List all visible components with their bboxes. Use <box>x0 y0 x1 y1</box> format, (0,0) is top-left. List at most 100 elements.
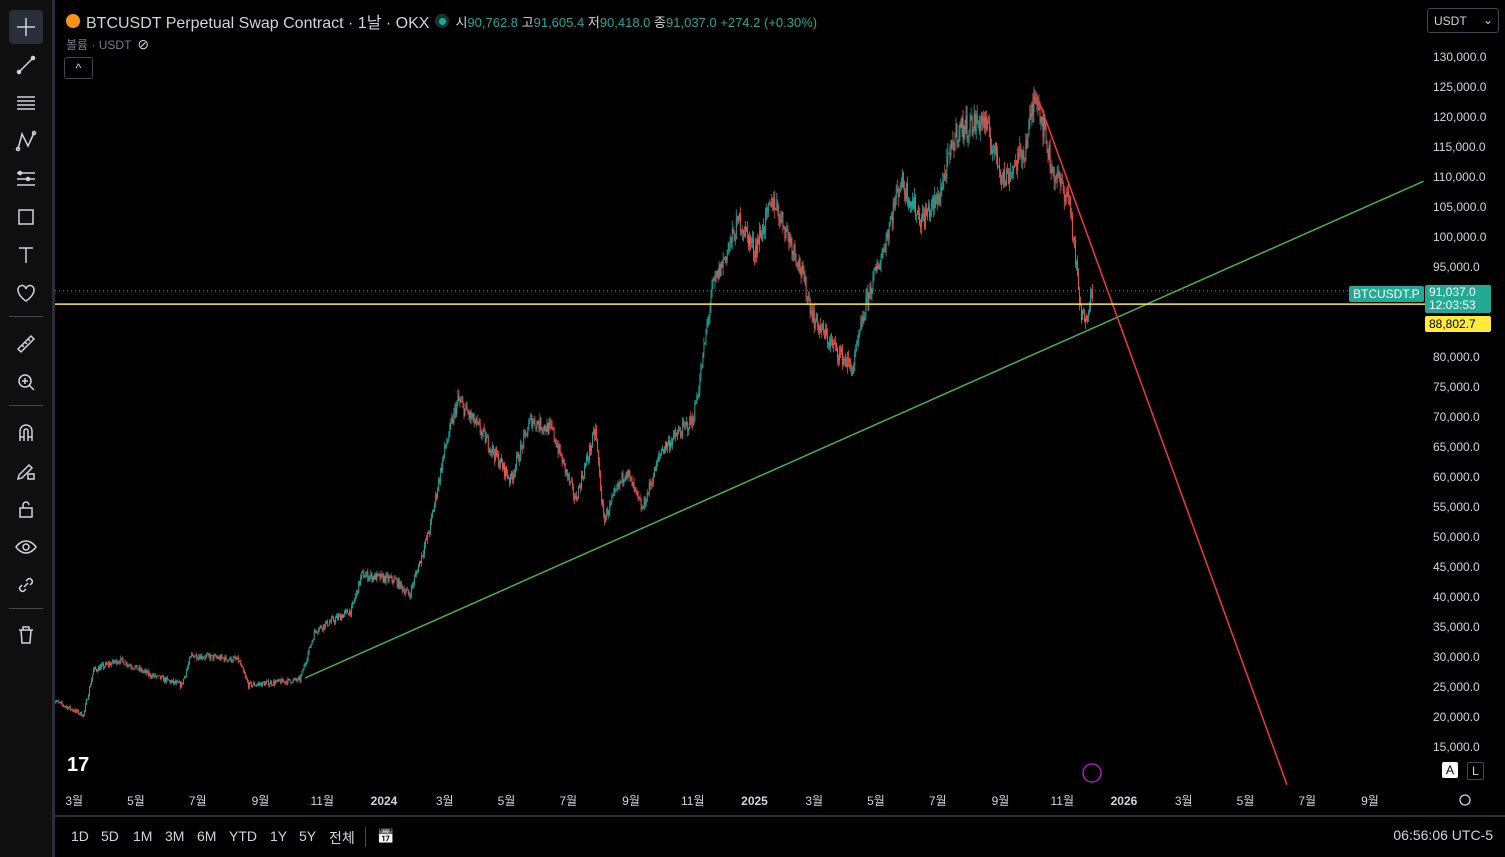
candle-body <box>1086 318 1088 322</box>
range-button-1Y[interactable]: 1Y <box>270 828 288 844</box>
fib-tool-button[interactable] <box>9 86 43 120</box>
candle-body <box>857 340 859 342</box>
go-to-date-calendar-icon[interactable]: 📅 <box>377 828 395 844</box>
range-button-1M[interactable]: 1M <box>133 828 153 844</box>
pattern-tool-button[interactable] <box>9 124 43 158</box>
timezone-clock[interactable]: 06:56:06 UTC-5 <box>1393 827 1493 843</box>
candle-body <box>964 126 966 130</box>
candle-body <box>659 453 661 456</box>
candle-body <box>1060 177 1062 185</box>
range-button-5Y[interactable]: 5Y <box>299 828 317 844</box>
volume-legend: 볼륨 · USDT ⊘ <box>66 36 149 53</box>
candle-body <box>422 555 423 557</box>
zoom-in-tool-button[interactable] <box>9 365 43 399</box>
candle-body <box>325 620 327 624</box>
candle-body <box>57 700 59 702</box>
candle-body <box>418 565 419 573</box>
trash-tool-button[interactable] <box>9 618 43 652</box>
candle-body <box>417 571 418 573</box>
auto-scale-button[interactable]: A <box>1442 762 1459 778</box>
collapse-legend-button[interactable]: ^ <box>64 57 93 79</box>
candle-body <box>872 275 874 292</box>
candle-body <box>332 617 334 621</box>
candle-body <box>957 140 959 142</box>
range-button-전체[interactable]: 전체 <box>329 830 355 846</box>
range-button-YTD[interactable]: YTD <box>229 828 257 844</box>
candle-body <box>218 656 220 659</box>
candle-body <box>976 115 978 123</box>
candle-body <box>316 632 318 633</box>
candle-body <box>569 481 571 482</box>
volume-label[interactable]: 볼륨 · USDT <box>66 38 132 52</box>
candle-body <box>448 435 450 441</box>
candle-body <box>536 421 538 429</box>
red-trend-line-drawing[interactable] <box>1035 92 1288 786</box>
symbol-title[interactable]: BTCUSDT Perpetual Swap Contract · 1날 · O… <box>86 15 430 32</box>
ruler-tool-button[interactable] <box>9 327 43 361</box>
text-tool-button[interactable] <box>9 238 43 272</box>
candle-body <box>878 268 880 270</box>
rectangle-tool-button[interactable] <box>9 200 43 234</box>
trend-line-tool-button[interactable] <box>9 48 43 82</box>
lock-tool-button[interactable] <box>9 492 43 526</box>
lightning-event-icon[interactable] <box>1082 763 1102 783</box>
last-price-badge: 91,037.0 12:03:53 <box>1425 285 1491 313</box>
candle-body <box>199 656 201 660</box>
candle-body <box>293 679 295 681</box>
candle-body <box>295 678 297 680</box>
projection-tool-button[interactable] <box>9 162 43 196</box>
eye-tool-button[interactable] <box>9 530 43 564</box>
range-button-1D[interactable]: 1D <box>71 828 89 844</box>
price-chart[interactable]: 130,000.0 125,000.0 120,000.0 115,000.0 110,… <box>55 0 1505 815</box>
candle-body <box>687 422 689 431</box>
candle-body <box>576 498 578 500</box>
candle-body <box>72 710 74 712</box>
candle-body <box>800 270 802 276</box>
heart-tool-button[interactable] <box>9 276 43 310</box>
candle-body <box>362 571 364 573</box>
candle-body <box>1019 146 1021 156</box>
candle-body <box>431 515 433 521</box>
candle-body <box>797 265 799 267</box>
horizontal-line-price-badge: 88,802.7 <box>1425 316 1491 332</box>
price-axis-label: 60,000.0 <box>1433 470 1480 484</box>
candle-body <box>301 670 303 676</box>
candle-body <box>1002 179 1004 181</box>
candle-body <box>542 429 544 431</box>
candle-body <box>107 663 109 665</box>
candle-body <box>927 209 929 216</box>
pencil-lock-tool-button[interactable] <box>9 454 43 488</box>
currency-select[interactable]: USDT ⌄ <box>1427 8 1499 33</box>
candle-body <box>1005 182 1007 185</box>
candle-body <box>933 198 935 209</box>
candle-body <box>905 183 907 200</box>
candle-body <box>494 448 496 460</box>
candle-body <box>98 666 100 672</box>
candle-body <box>982 116 984 124</box>
settings-gear-icon[interactable] <box>1459 794 1471 806</box>
chart-pane[interactable]: 130,000.0 125,000.0 120,000.0 115,000.0 110,… <box>55 0 1505 815</box>
log-scale-button[interactable]: L <box>1467 762 1484 780</box>
range-button-5D[interactable]: 5D <box>101 828 119 844</box>
candle-body <box>414 573 416 577</box>
candle-body <box>374 573 376 580</box>
candle-body <box>689 416 691 429</box>
candle-body <box>968 131 970 137</box>
magnet-tool-button[interactable] <box>9 416 43 450</box>
candle-body <box>482 428 484 433</box>
high-value: 91,605.4 <box>533 14 585 30</box>
ohlc-values: 시90,762.8 고91,605.4 저90,418.0 종91,037.0 … <box>455 12 817 31</box>
link-tool-button[interactable] <box>9 568 43 602</box>
candle-body <box>491 446 493 453</box>
candle-body <box>114 661 116 663</box>
eye-off-icon[interactable]: ⊘ <box>137 36 150 52</box>
candle-body <box>531 415 533 428</box>
crosshair-tool-button[interactable] <box>9 10 43 44</box>
candle-body <box>456 402 458 415</box>
candle-body <box>321 628 323 630</box>
candle-body <box>721 261 723 268</box>
range-button-3M[interactable]: 3M <box>165 828 185 844</box>
range-button-6M[interactable]: 6M <box>197 828 217 844</box>
green-trend-line-drawing[interactable] <box>304 180 1424 679</box>
candle-body <box>661 449 663 452</box>
